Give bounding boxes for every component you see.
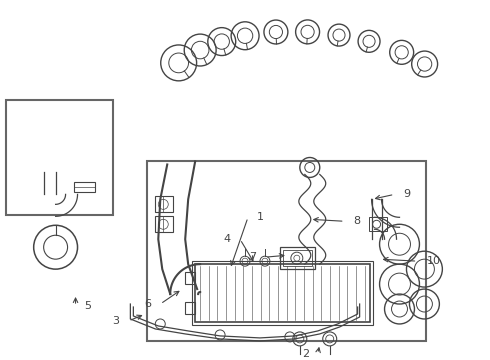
Bar	[280, 247, 315, 269]
Text: 6: 6	[144, 299, 151, 309]
Bar	[147, 162, 426, 341]
Text: 2: 2	[302, 349, 309, 359]
Text: 10: 10	[426, 256, 441, 266]
Bar	[155, 196, 173, 212]
Text: 7: 7	[249, 252, 256, 262]
Text: 3: 3	[112, 316, 120, 326]
Text: 4: 4	[224, 234, 231, 244]
Bar	[6, 100, 113, 215]
Bar	[185, 302, 195, 314]
Text: 8: 8	[354, 216, 361, 226]
Bar	[195, 264, 369, 322]
Bar	[155, 216, 173, 232]
Text: 5: 5	[84, 301, 92, 311]
Bar	[368, 217, 387, 231]
Text: 9: 9	[403, 189, 411, 199]
Bar	[192, 261, 372, 325]
Text: 1: 1	[257, 212, 264, 222]
Bar	[185, 272, 195, 284]
Bar	[283, 250, 312, 266]
Bar	[74, 183, 96, 192]
